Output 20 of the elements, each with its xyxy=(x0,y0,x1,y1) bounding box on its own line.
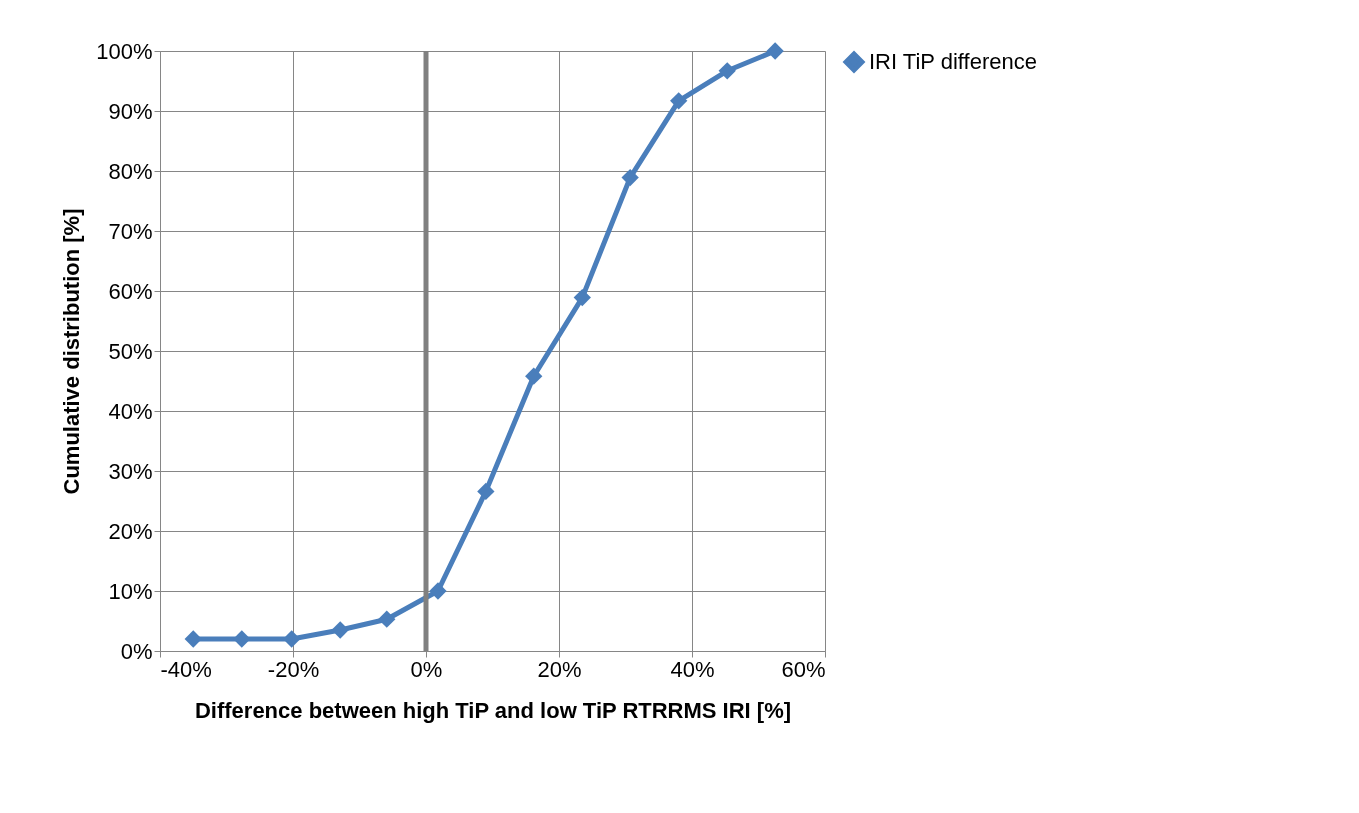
x-tick-label: 40% xyxy=(670,656,715,682)
y-tick-label: 100% xyxy=(96,38,153,64)
x-tick-label: 0% xyxy=(410,656,443,682)
y-axis-title: Cumulative distribution [%] xyxy=(59,208,85,495)
x-tick-label: -20% xyxy=(267,656,320,682)
y-tick-label: 60% xyxy=(108,278,153,304)
y-tick-label: 0% xyxy=(120,638,153,664)
y-tick-label: 70% xyxy=(108,218,153,244)
y-tick-label: 30% xyxy=(108,458,153,484)
x-tick-label: 60% xyxy=(781,656,826,682)
x-tick-label: -40% xyxy=(160,656,212,682)
y-tick-label: 50% xyxy=(108,338,153,364)
y-tick-label: 80% xyxy=(108,158,153,184)
y-tick-label: 10% xyxy=(108,578,153,604)
x-tick-label: 20% xyxy=(537,656,582,682)
y-tick-label: 90% xyxy=(108,98,153,124)
x-axis-title: Difference between high TiP and low TiP RTRRMS IRI [%] xyxy=(194,697,792,723)
y-tick-label: 40% xyxy=(108,398,153,424)
legend-label: IRI TiP difference xyxy=(869,49,1037,74)
y-tick-label: 20% xyxy=(108,518,153,544)
